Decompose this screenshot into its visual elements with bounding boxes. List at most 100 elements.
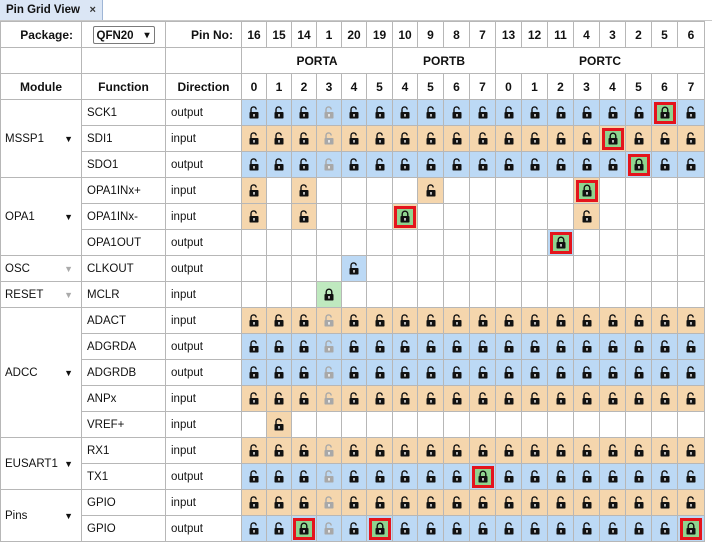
pin-cell[interactable] [495, 151, 522, 178]
pin-cell[interactable] [677, 125, 705, 152]
pin-cell[interactable] [341, 151, 367, 178]
pin-cell[interactable] [241, 463, 267, 490]
pin-cell[interactable] [417, 437, 444, 464]
pin-cell[interactable] [677, 333, 705, 360]
pin-cell[interactable] [443, 151, 470, 178]
pin-cell[interactable] [547, 255, 574, 282]
pin-cell[interactable] [341, 307, 367, 334]
pin-cell[interactable] [469, 255, 496, 282]
pin-cell[interactable] [677, 463, 705, 490]
pin-cell[interactable] [469, 203, 496, 230]
pin-cell[interactable] [469, 463, 496, 490]
pin-cell[interactable] [241, 333, 267, 360]
pin-cell[interactable] [677, 359, 705, 386]
pin-cell[interactable] [443, 125, 470, 152]
pin-cell[interactable] [291, 229, 317, 256]
pin-cell[interactable] [599, 177, 626, 204]
expand-arrow-icon[interactable]: ▼ [64, 211, 73, 222]
pin-cell[interactable] [495, 385, 522, 412]
pin-cell[interactable] [625, 359, 652, 386]
pin-cell[interactable] [547, 177, 574, 204]
pin-cell[interactable] [316, 359, 342, 386]
pin-cell[interactable] [241, 177, 267, 204]
pin-cell[interactable] [495, 437, 522, 464]
pin-cell[interactable] [651, 229, 678, 256]
pin-cell[interactable] [521, 515, 548, 542]
pin-cell[interactable] [573, 281, 600, 308]
pin-cell[interactable] [625, 515, 652, 542]
pin-cell[interactable] [291, 489, 317, 516]
pin-cell[interactable] [625, 99, 652, 126]
pin-cell[interactable] [443, 281, 470, 308]
pin-cell[interactable] [651, 151, 678, 178]
pin-cell[interactable] [443, 489, 470, 516]
pin-cell[interactable] [291, 515, 317, 542]
pin-cell[interactable] [417, 515, 444, 542]
pin-cell[interactable] [573, 333, 600, 360]
pin-cell[interactable] [677, 281, 705, 308]
pin-cell[interactable] [341, 333, 367, 360]
pin-cell[interactable] [495, 489, 522, 516]
pin-cell[interactable] [651, 203, 678, 230]
pin-cell[interactable] [241, 515, 267, 542]
pin-cell[interactable] [599, 203, 626, 230]
pin-cell[interactable] [266, 281, 292, 308]
pin-cell[interactable] [651, 255, 678, 282]
pin-cell[interactable] [521, 307, 548, 334]
pin-cell[interactable] [547, 385, 574, 412]
pin-cell[interactable] [573, 203, 600, 230]
pin-cell[interactable] [266, 489, 292, 516]
pin-cell[interactable] [651, 333, 678, 360]
pin-cell[interactable] [443, 359, 470, 386]
pin-cell[interactable] [677, 151, 705, 178]
pin-cell[interactable] [266, 463, 292, 490]
pin-cell[interactable] [392, 307, 418, 334]
module-cell[interactable]: RESET ▼ [0, 281, 82, 308]
pin-cell[interactable] [677, 307, 705, 334]
pin-cell[interactable] [521, 229, 548, 256]
pin-cell[interactable] [469, 489, 496, 516]
pin-cell[interactable] [521, 437, 548, 464]
pin-cell[interactable] [573, 359, 600, 386]
package-select[interactable]: QFN20 ▾ [92, 25, 155, 44]
pin-cell[interactable] [469, 333, 496, 360]
pin-cell[interactable] [417, 203, 444, 230]
pin-cell[interactable] [366, 385, 393, 412]
pin-cell[interactable] [341, 489, 367, 516]
pin-cell[interactable] [241, 203, 267, 230]
pin-cell[interactable] [417, 229, 444, 256]
pin-cell[interactable] [625, 255, 652, 282]
pin-cell[interactable] [241, 359, 267, 386]
pin-cell[interactable] [625, 411, 652, 438]
pin-cell[interactable] [266, 203, 292, 230]
pin-cell[interactable] [625, 281, 652, 308]
expand-arrow-icon[interactable]: ▼ [64, 289, 73, 300]
pin-cell[interactable] [599, 333, 626, 360]
pin-cell[interactable] [469, 125, 496, 152]
pin-cell[interactable] [443, 437, 470, 464]
pin-cell[interactable] [495, 229, 522, 256]
pin-cell[interactable] [316, 203, 342, 230]
pin-cell[interactable] [599, 437, 626, 464]
pin-cell[interactable] [291, 151, 317, 178]
pin-cell[interactable] [341, 99, 367, 126]
pin-cell[interactable] [521, 125, 548, 152]
pin-cell[interactable] [366, 359, 393, 386]
pin-cell[interactable] [417, 125, 444, 152]
pin-cell[interactable] [469, 437, 496, 464]
pin-cell[interactable] [547, 125, 574, 152]
pin-cell[interactable] [547, 151, 574, 178]
pin-cell[interactable] [469, 151, 496, 178]
pin-cell[interactable] [599, 359, 626, 386]
pin-cell[interactable] [599, 463, 626, 490]
pin-cell[interactable] [521, 359, 548, 386]
pin-cell[interactable] [651, 177, 678, 204]
expand-arrow-icon[interactable]: ▼ [64, 133, 73, 144]
pin-cell[interactable] [573, 307, 600, 334]
pin-cell[interactable] [573, 229, 600, 256]
pin-cell[interactable] [366, 177, 393, 204]
pin-cell[interactable] [677, 99, 705, 126]
pin-cell[interactable] [547, 411, 574, 438]
pin-cell[interactable] [341, 203, 367, 230]
pin-cell[interactable] [392, 281, 418, 308]
